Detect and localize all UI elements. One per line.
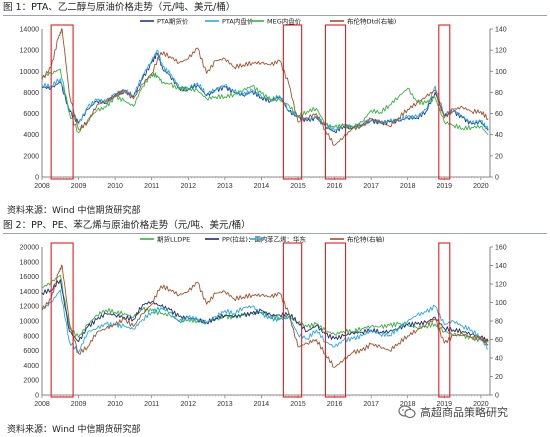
y-right-tick-label: 60	[495, 337, 503, 344]
watermark-text: 高超商品策略研究	[420, 406, 508, 419]
series-line-1	[41, 279, 489, 343]
x-tick-label: 2014	[254, 401, 270, 408]
y-left-tick-label: 20000	[20, 245, 40, 252]
series-line-3	[41, 28, 489, 146]
y-right-tick-label: 120	[495, 282, 507, 289]
legend-label: 布伦特(右轴)	[347, 235, 385, 244]
x-tick-label: 2013	[217, 183, 233, 190]
figure2-chart: 0 2000 4000 6000 8000 10000 12000 14000 16000 180…	[20, 235, 507, 409]
y-right-tick-label: 140	[495, 27, 507, 34]
y-left-tick-label: 4000	[23, 132, 39, 139]
series-line-2	[41, 289, 489, 353]
y-left-tick-label: 14000	[20, 27, 40, 34]
legend-label: 苯乙烯：华东	[267, 235, 307, 244]
highlight-box	[438, 24, 451, 180]
y-left-tick-label: 8000	[23, 90, 39, 97]
legend-label: PP(拉丝)：国内	[222, 235, 267, 244]
x-tick-label: 2011	[144, 401, 159, 408]
x-tick-label: 2010	[107, 183, 123, 190]
x-tick-label: 2015	[290, 183, 306, 190]
series-line-3	[41, 264, 489, 368]
y-right-tick-label: 100	[495, 69, 507, 76]
y-left-tick-label: 6000	[23, 111, 39, 118]
x-tick-label: 2009	[71, 401, 87, 408]
x-tick-label: 2016	[327, 183, 343, 190]
x-tick-label: 2016	[327, 401, 343, 408]
y-right-tick-label: 100	[495, 300, 507, 307]
y-right-tick-label: 40	[495, 356, 503, 363]
y-right-tick-label: 20	[495, 153, 503, 160]
x-tick-label: 2012	[180, 183, 196, 190]
series-line-2	[41, 68, 489, 136]
x-tick-label: 2020	[473, 183, 489, 190]
x-tick-label: 2010	[107, 401, 123, 408]
y-left-tick-label: 10000	[20, 319, 40, 326]
y-right-tick-label: 0	[495, 175, 499, 182]
x-tick-label: 2020	[473, 401, 489, 408]
y-right-tick-label: 60	[495, 111, 503, 118]
y-right-tick-label: 20	[495, 374, 503, 381]
highlight-box	[438, 242, 451, 398]
figure2-source: 资料来源：Wind 中信期货研究部	[7, 425, 141, 435]
x-tick-label: 2019	[436, 183, 452, 190]
y-left-tick-label: 18000	[20, 259, 40, 266]
wechat-icon	[398, 405, 416, 419]
legend-label: PTA内盘价	[222, 17, 254, 26]
series-line-0	[41, 274, 489, 344]
highlight-box	[282, 24, 303, 180]
legend-label: MEG内盘价	[267, 17, 302, 26]
x-tick-label: 2018	[400, 183, 416, 190]
y-left-tick-label: 0	[35, 393, 39, 400]
watermark: 高超商品策略研究	[398, 404, 508, 420]
y-right-tick-label: 140	[495, 263, 507, 270]
y-left-tick-label: 2000	[23, 378, 39, 385]
x-tick-label: 2013	[217, 401, 233, 408]
y-right-tick-label: 120	[495, 48, 507, 55]
y-right-tick-label: 40	[495, 132, 503, 139]
y-left-tick-label: 8000	[23, 333, 39, 340]
x-tick-label: 2008	[34, 183, 50, 190]
y-right-tick-label: 160	[495, 245, 507, 252]
x-tick-label: 2017	[363, 183, 379, 190]
x-tick-label: 2009	[71, 183, 87, 190]
y-left-tick-label: 4000	[23, 363, 39, 370]
highlight-box	[50, 24, 74, 180]
highlight-box	[324, 242, 347, 398]
y-left-tick-label: 10000	[20, 69, 40, 76]
y-right-tick-label: 80	[495, 90, 503, 97]
x-tick-label: 2012	[180, 401, 196, 408]
legend-label: 期货LLDPE	[157, 235, 190, 244]
figure1-chart: 0 2000 4000 6000 8000 10000 12000 14000 0 20 40 60 8…	[20, 17, 507, 191]
y-left-tick-label: 14000	[20, 289, 40, 296]
y-left-tick-label: 6000	[23, 348, 39, 355]
y-right-tick-label: 80	[495, 319, 503, 326]
x-tick-label: 2015	[290, 401, 306, 408]
figure1-source: 资料来源：Wind 中信期货研究部	[7, 206, 141, 216]
x-tick-label: 2017	[363, 401, 379, 408]
highlight-box	[282, 242, 303, 398]
figure2-title: 图 2：PP、PE、苯乙烯与原油价格走势（元/吨、美元/桶）	[3, 220, 251, 231]
legend-label: 布伦特Dtd(右轴)	[347, 17, 396, 26]
x-tick-label: 2014	[254, 183, 270, 190]
x-tick-label: 2019	[436, 401, 452, 408]
highlight-box	[324, 24, 347, 180]
x-tick-label: 2018	[400, 401, 416, 408]
figure2-title-rule	[3, 233, 547, 234]
figure1-title: 图 1：PTA、乙二醇与原油价格走势（元/吨、美元/桶）	[3, 2, 236, 13]
figure1-title-rule	[3, 15, 547, 16]
y-left-tick-label: 12000	[20, 48, 40, 55]
y-left-tick-label: 12000	[20, 304, 40, 311]
legend-label: PTA期货价	[157, 17, 189, 26]
x-tick-label: 2008	[34, 401, 50, 408]
y-left-tick-label: 2000	[23, 153, 39, 160]
series-line-1	[41, 49, 489, 132]
y-left-tick-label: 16000	[20, 274, 40, 281]
highlight-box	[50, 242, 74, 398]
y-right-tick-label: 0	[495, 393, 499, 400]
x-tick-label: 2011	[144, 183, 159, 190]
y-left-tick-label: 0	[35, 175, 39, 182]
series-line-0	[41, 52, 489, 134]
